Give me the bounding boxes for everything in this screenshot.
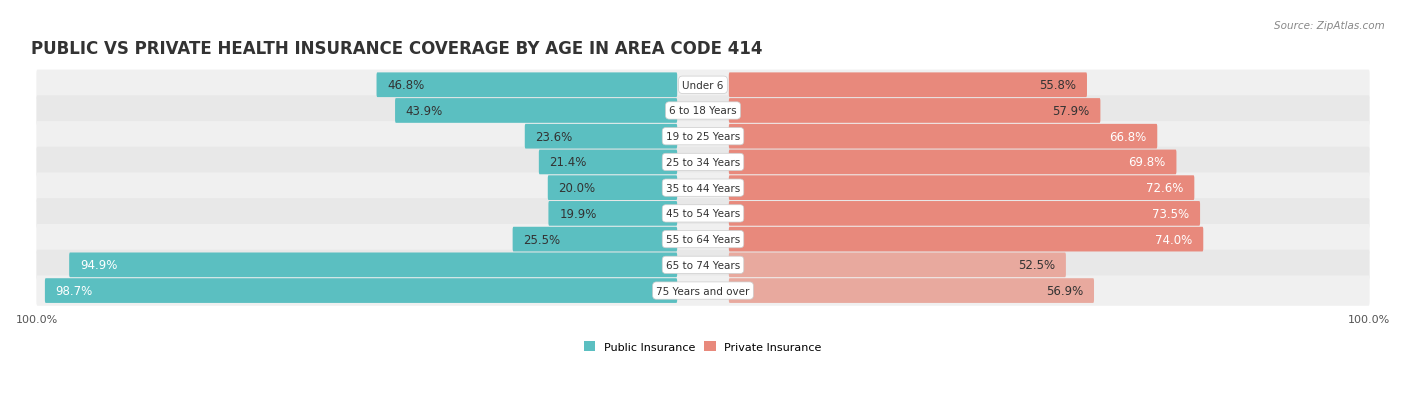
Text: 69.8%: 69.8% [1129,156,1166,169]
FancyBboxPatch shape [37,70,1369,101]
FancyBboxPatch shape [728,176,1194,201]
Text: 19 to 25 Years: 19 to 25 Years [666,132,740,142]
Text: 74.0%: 74.0% [1156,233,1192,246]
FancyBboxPatch shape [548,202,678,226]
FancyBboxPatch shape [377,73,678,98]
FancyBboxPatch shape [37,173,1369,203]
Text: 72.6%: 72.6% [1146,182,1184,195]
FancyBboxPatch shape [37,199,1369,229]
Text: 66.8%: 66.8% [1109,131,1146,143]
FancyBboxPatch shape [728,73,1087,98]
Text: 25.5%: 25.5% [523,233,561,246]
Text: PUBLIC VS PRIVATE HEALTH INSURANCE COVERAGE BY AGE IN AREA CODE 414: PUBLIC VS PRIVATE HEALTH INSURANCE COVER… [31,40,762,58]
FancyBboxPatch shape [395,99,678,123]
FancyBboxPatch shape [728,99,1101,123]
Text: 35 to 44 Years: 35 to 44 Years [666,183,740,193]
Text: 20.0%: 20.0% [558,182,596,195]
Text: 25 to 34 Years: 25 to 34 Years [666,157,740,168]
Text: 45 to 54 Years: 45 to 54 Years [666,209,740,219]
Text: 65 to 74 Years: 65 to 74 Years [666,260,740,270]
Text: 23.6%: 23.6% [536,131,572,143]
FancyBboxPatch shape [728,202,1201,226]
FancyBboxPatch shape [37,250,1369,280]
Text: 52.5%: 52.5% [1018,259,1054,272]
FancyBboxPatch shape [728,150,1177,175]
FancyBboxPatch shape [513,227,678,252]
Text: 98.7%: 98.7% [56,285,93,297]
FancyBboxPatch shape [538,150,678,175]
FancyBboxPatch shape [69,253,678,278]
FancyBboxPatch shape [548,176,678,201]
FancyBboxPatch shape [37,122,1369,152]
Text: 55 to 64 Years: 55 to 64 Years [666,235,740,244]
Text: 56.9%: 56.9% [1046,285,1083,297]
FancyBboxPatch shape [728,253,1066,278]
FancyBboxPatch shape [728,227,1204,252]
Text: 43.9%: 43.9% [406,105,443,118]
FancyBboxPatch shape [728,125,1157,149]
Text: 46.8%: 46.8% [387,79,425,92]
Text: 73.5%: 73.5% [1152,207,1189,221]
Text: 6 to 18 Years: 6 to 18 Years [669,106,737,116]
Text: 19.9%: 19.9% [560,207,596,221]
Text: 75 Years and over: 75 Years and over [657,286,749,296]
FancyBboxPatch shape [45,278,678,303]
FancyBboxPatch shape [37,147,1369,178]
FancyBboxPatch shape [37,276,1369,306]
Text: Under 6: Under 6 [682,81,724,90]
FancyBboxPatch shape [728,278,1094,303]
FancyBboxPatch shape [37,224,1369,255]
Text: 94.9%: 94.9% [80,259,117,272]
Text: Source: ZipAtlas.com: Source: ZipAtlas.com [1274,21,1385,31]
Text: 55.8%: 55.8% [1039,79,1076,92]
FancyBboxPatch shape [524,125,678,149]
Legend: Public Insurance, Private Insurance: Public Insurance, Private Insurance [579,337,827,356]
FancyBboxPatch shape [37,96,1369,126]
Text: 21.4%: 21.4% [550,156,586,169]
Text: 57.9%: 57.9% [1052,105,1090,118]
